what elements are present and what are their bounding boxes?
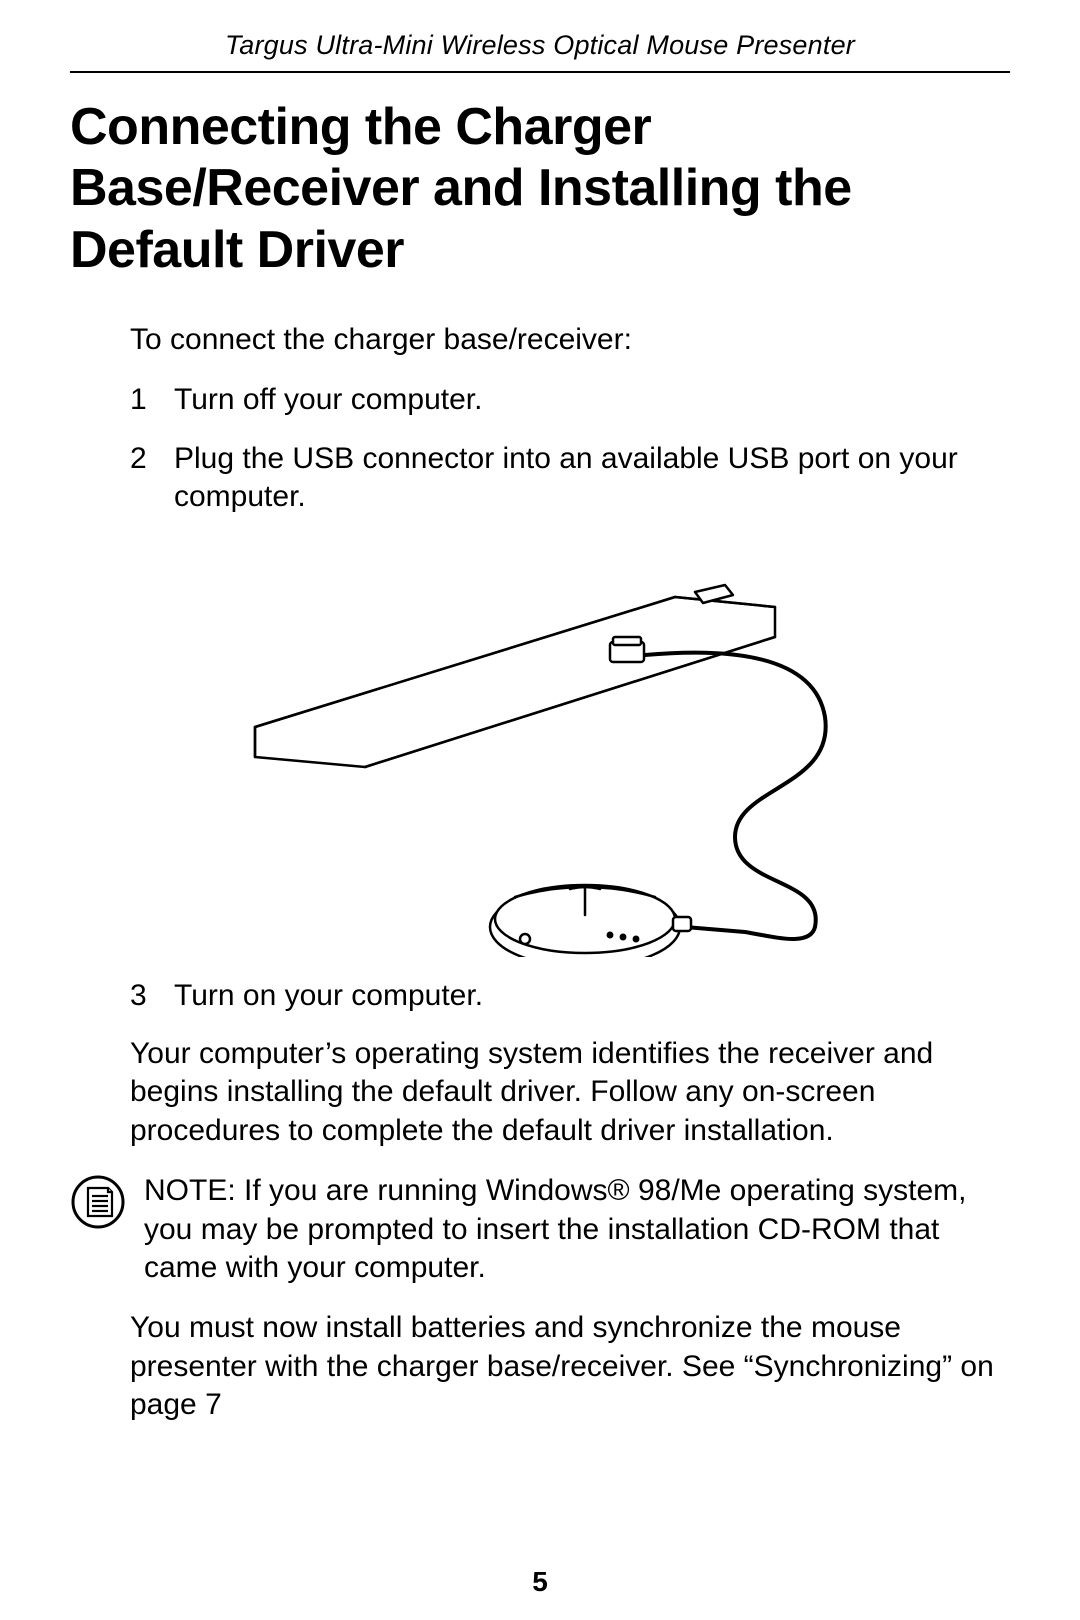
note-icon [70, 1174, 126, 1230]
manual-page: Targus Ultra-Mini Wireless Optical Mouse… [0, 0, 1080, 1620]
closing-paragraph: You must now install batteries and synch… [130, 1309, 1000, 1424]
connection-figure [215, 537, 915, 957]
step-item: 3 Turn on your computer. [130, 977, 1000, 1015]
step-item: 2 Plug the USB connector into an availab… [130, 440, 1000, 517]
steps-list-continued: 3 Turn on your computer. [130, 977, 1000, 1015]
steps-list: 1 Turn off your computer. 2 Plug the USB… [130, 381, 1000, 516]
page-title: Connecting the Charger Base/Receiver and… [70, 97, 1010, 281]
connection-diagram-svg [215, 537, 915, 957]
step-number: 1 [130, 381, 156, 419]
post-steps-paragraph: Your computer’s operating system identif… [130, 1035, 1000, 1150]
step-item: 1 Turn off your computer. [130, 381, 1000, 419]
note-text: NOTE: If you are running Windows® 98/Me … [144, 1172, 1000, 1287]
step-number: 3 [130, 977, 156, 1015]
body-column: To connect the charger base/receiver: 1 … [70, 321, 1010, 1424]
step-text: Plug the USB connector into an available… [174, 440, 1000, 517]
note-block: NOTE: If you are running Windows® 98/Me … [70, 1172, 1000, 1287]
page-number: 5 [0, 1566, 1080, 1598]
step-text: Turn off your computer. [174, 381, 482, 419]
running-header: Targus Ultra-Mini Wireless Optical Mouse… [70, 30, 1010, 73]
intro-text: To connect the charger base/receiver: [130, 321, 1000, 359]
step-number: 2 [130, 440, 156, 517]
step-text: Turn on your computer. [174, 977, 483, 1015]
